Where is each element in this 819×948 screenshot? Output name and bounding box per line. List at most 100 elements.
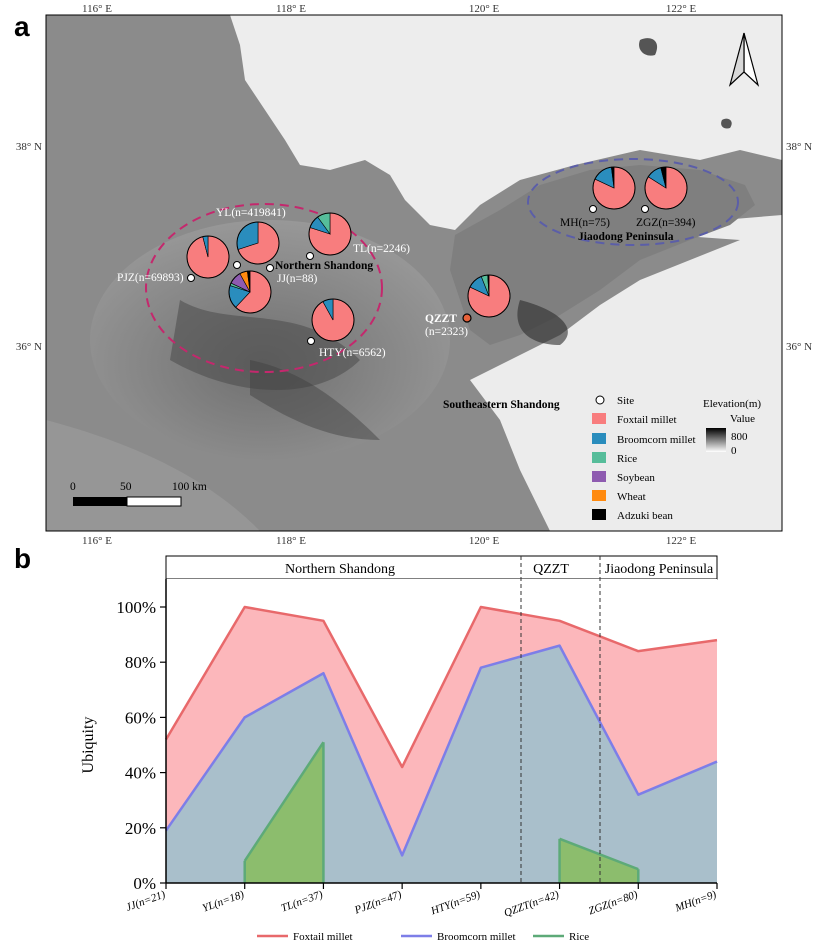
pie-outline-0	[236, 221, 280, 265]
sea-north	[230, 15, 782, 230]
site-label-jj: JJ(n=88)	[277, 273, 318, 285]
mountain-relief-3	[517, 300, 568, 345]
chart-legend-rice: Rice	[569, 931, 589, 943]
map-frame	[45, 14, 783, 532]
pie-outline-4	[311, 298, 355, 342]
y-tick-label-5: 100%	[116, 598, 156, 617]
legend-swatch-soybean	[592, 471, 606, 482]
elevation-max: 800	[731, 431, 748, 443]
island-1	[639, 38, 658, 56]
site-dot-pjz	[187, 274, 195, 282]
legend-swatch-foxtail	[592, 413, 606, 424]
line-foxtail-millet-0	[164, 605, 718, 769]
north-arrow-icon	[728, 32, 760, 87]
scale-label-100: 100 km	[172, 481, 207, 493]
elevation-value-label: Value	[730, 413, 755, 425]
site-dot-jj	[266, 264, 274, 272]
jiaodong-ellipse	[527, 158, 739, 246]
legend-foxtail: Foxtail millet	[617, 414, 677, 426]
site-label-qzzt-n: (n=2323)	[425, 326, 468, 338]
x-tick-label-5: QZZT(n=42)	[502, 888, 560, 919]
lat-tick-36-left: 36° N	[16, 341, 42, 353]
lon-tick-118-bottom: 118° E	[276, 535, 306, 547]
pie-outline-3	[308, 212, 352, 256]
strip-header: Northern Shandong QZZT Jiaodong Peninsul…	[165, 555, 718, 580]
scale-bar: 0 50 100 km	[70, 481, 207, 507]
sea-east	[470, 215, 782, 531]
x-tick-label-6: ZGZ(n=80)	[587, 888, 640, 917]
legend-swatch-wheat	[592, 490, 606, 501]
site-dot-qzzt	[462, 313, 472, 323]
legend-swatch-rice	[592, 452, 606, 463]
pie-outline-5	[467, 274, 511, 318]
lon-tick-120-top: 120° E	[469, 3, 500, 15]
northern-shandong-ellipse	[145, 203, 383, 373]
strip-qzzt: QZZT	[533, 562, 569, 577]
site-label-pjz: PJZ(n=69893)	[117, 272, 184, 284]
site-dots	[187, 205, 649, 345]
lon-tick-116-bottom: 116° E	[82, 535, 112, 547]
legend-wheat: Wheat	[617, 491, 646, 503]
lon-tick-120-bottom: 120° E	[469, 535, 500, 547]
elevation-title: Elevation(m)	[703, 398, 761, 410]
pie-outline-6	[592, 166, 636, 210]
scale-label-0: 0	[70, 481, 76, 493]
y-axis-label: Ubiquity	[80, 717, 97, 774]
line-rice-0	[243, 741, 325, 862]
jiaodong-land	[450, 165, 755, 345]
map-border	[45, 14, 783, 532]
site-label-yl: YL(n=419841)	[216, 207, 286, 219]
lat-tick-38-left: 38° N	[16, 141, 42, 153]
pie-outline-2	[228, 270, 272, 314]
legend-soybean: Soybean	[617, 472, 655, 484]
lon-tick-116-top: 116° E	[82, 3, 112, 15]
pie-charts	[186, 166, 688, 342]
site-dot-tl	[306, 252, 314, 260]
region-label-northern: Northern Shandong	[275, 260, 373, 272]
legend-rice: Rice	[617, 453, 637, 465]
site-labels: YL(n=419841) PJZ(n=69893) JJ(n=88) TL(n=…	[117, 207, 696, 359]
site-dot-zgz	[641, 205, 649, 213]
y-tick-label-2: 40%	[125, 764, 156, 783]
pie-outline-1	[186, 235, 230, 279]
site-label-tl: TL(n=2246)	[353, 243, 410, 255]
x-tick-label-3: PJZ(n=47)	[352, 888, 403, 916]
area-rice-1	[559, 838, 639, 883]
region-label-jiaodong: Jiaodong Peninsula	[578, 231, 674, 243]
y-tick-label-0: 0%	[133, 874, 156, 893]
panel-a-letter: a	[14, 11, 30, 42]
site-label-zgz: ZGZ(n=394)	[636, 217, 696, 229]
ubiquity-chart: 0%20%40%60%80%100%JJ(n=21) YL(n=18) TL(n=3…	[116, 556, 718, 920]
legend-adzuki: Adzuki bean	[617, 510, 673, 522]
lat-ticks: 38° N 36° N 38° N 36° N	[16, 141, 812, 353]
region-label-qzzt: QZZT	[425, 313, 457, 325]
strip-northern: Northern Shandong	[285, 562, 395, 577]
lon-tick-118-top: 118° E	[276, 3, 306, 15]
legend-site-icon	[595, 395, 605, 405]
line-broomcorn-millet-0	[164, 644, 718, 857]
x-tick-label-2: TL(n=37)	[279, 888, 324, 914]
y-tick-label-1: 20%	[125, 819, 156, 838]
chart-legend-foxtail: Foxtail millet	[293, 931, 353, 943]
site-label-hty: HTY(n=6562)	[319, 347, 386, 359]
legend-swatch-adzuki	[592, 509, 606, 520]
lon-ticks: 116° E 118° E 120° E 122° E 116° E 118° …	[82, 3, 696, 547]
map-legend: Site Foxtail millet Broomcorn millet Ric…	[592, 395, 761, 522]
area-rice-0	[244, 742, 324, 883]
x-tick-label-1: YL(n=18)	[201, 888, 246, 914]
region-label-southeast: Southeastern Shandong	[443, 399, 560, 411]
lon-tick-122-top: 122° E	[666, 3, 697, 15]
site-dot-yl	[233, 261, 241, 269]
legend-swatch-broomcorn	[592, 433, 606, 444]
site-dot-mh	[589, 205, 597, 213]
lat-tick-38-right: 38° N	[786, 141, 812, 153]
pie-outline-7	[644, 166, 688, 210]
site-dot-hty	[307, 337, 315, 345]
lon-tick-122-bottom: 122° E	[666, 535, 697, 547]
site-label-mh: MH(n=75)	[560, 217, 610, 229]
mountain-relief-2	[250, 360, 380, 440]
lat-tick-36-right: 36° N	[786, 341, 812, 353]
mountain-relief-1	[170, 300, 360, 390]
elevation-min: 0	[731, 445, 737, 457]
